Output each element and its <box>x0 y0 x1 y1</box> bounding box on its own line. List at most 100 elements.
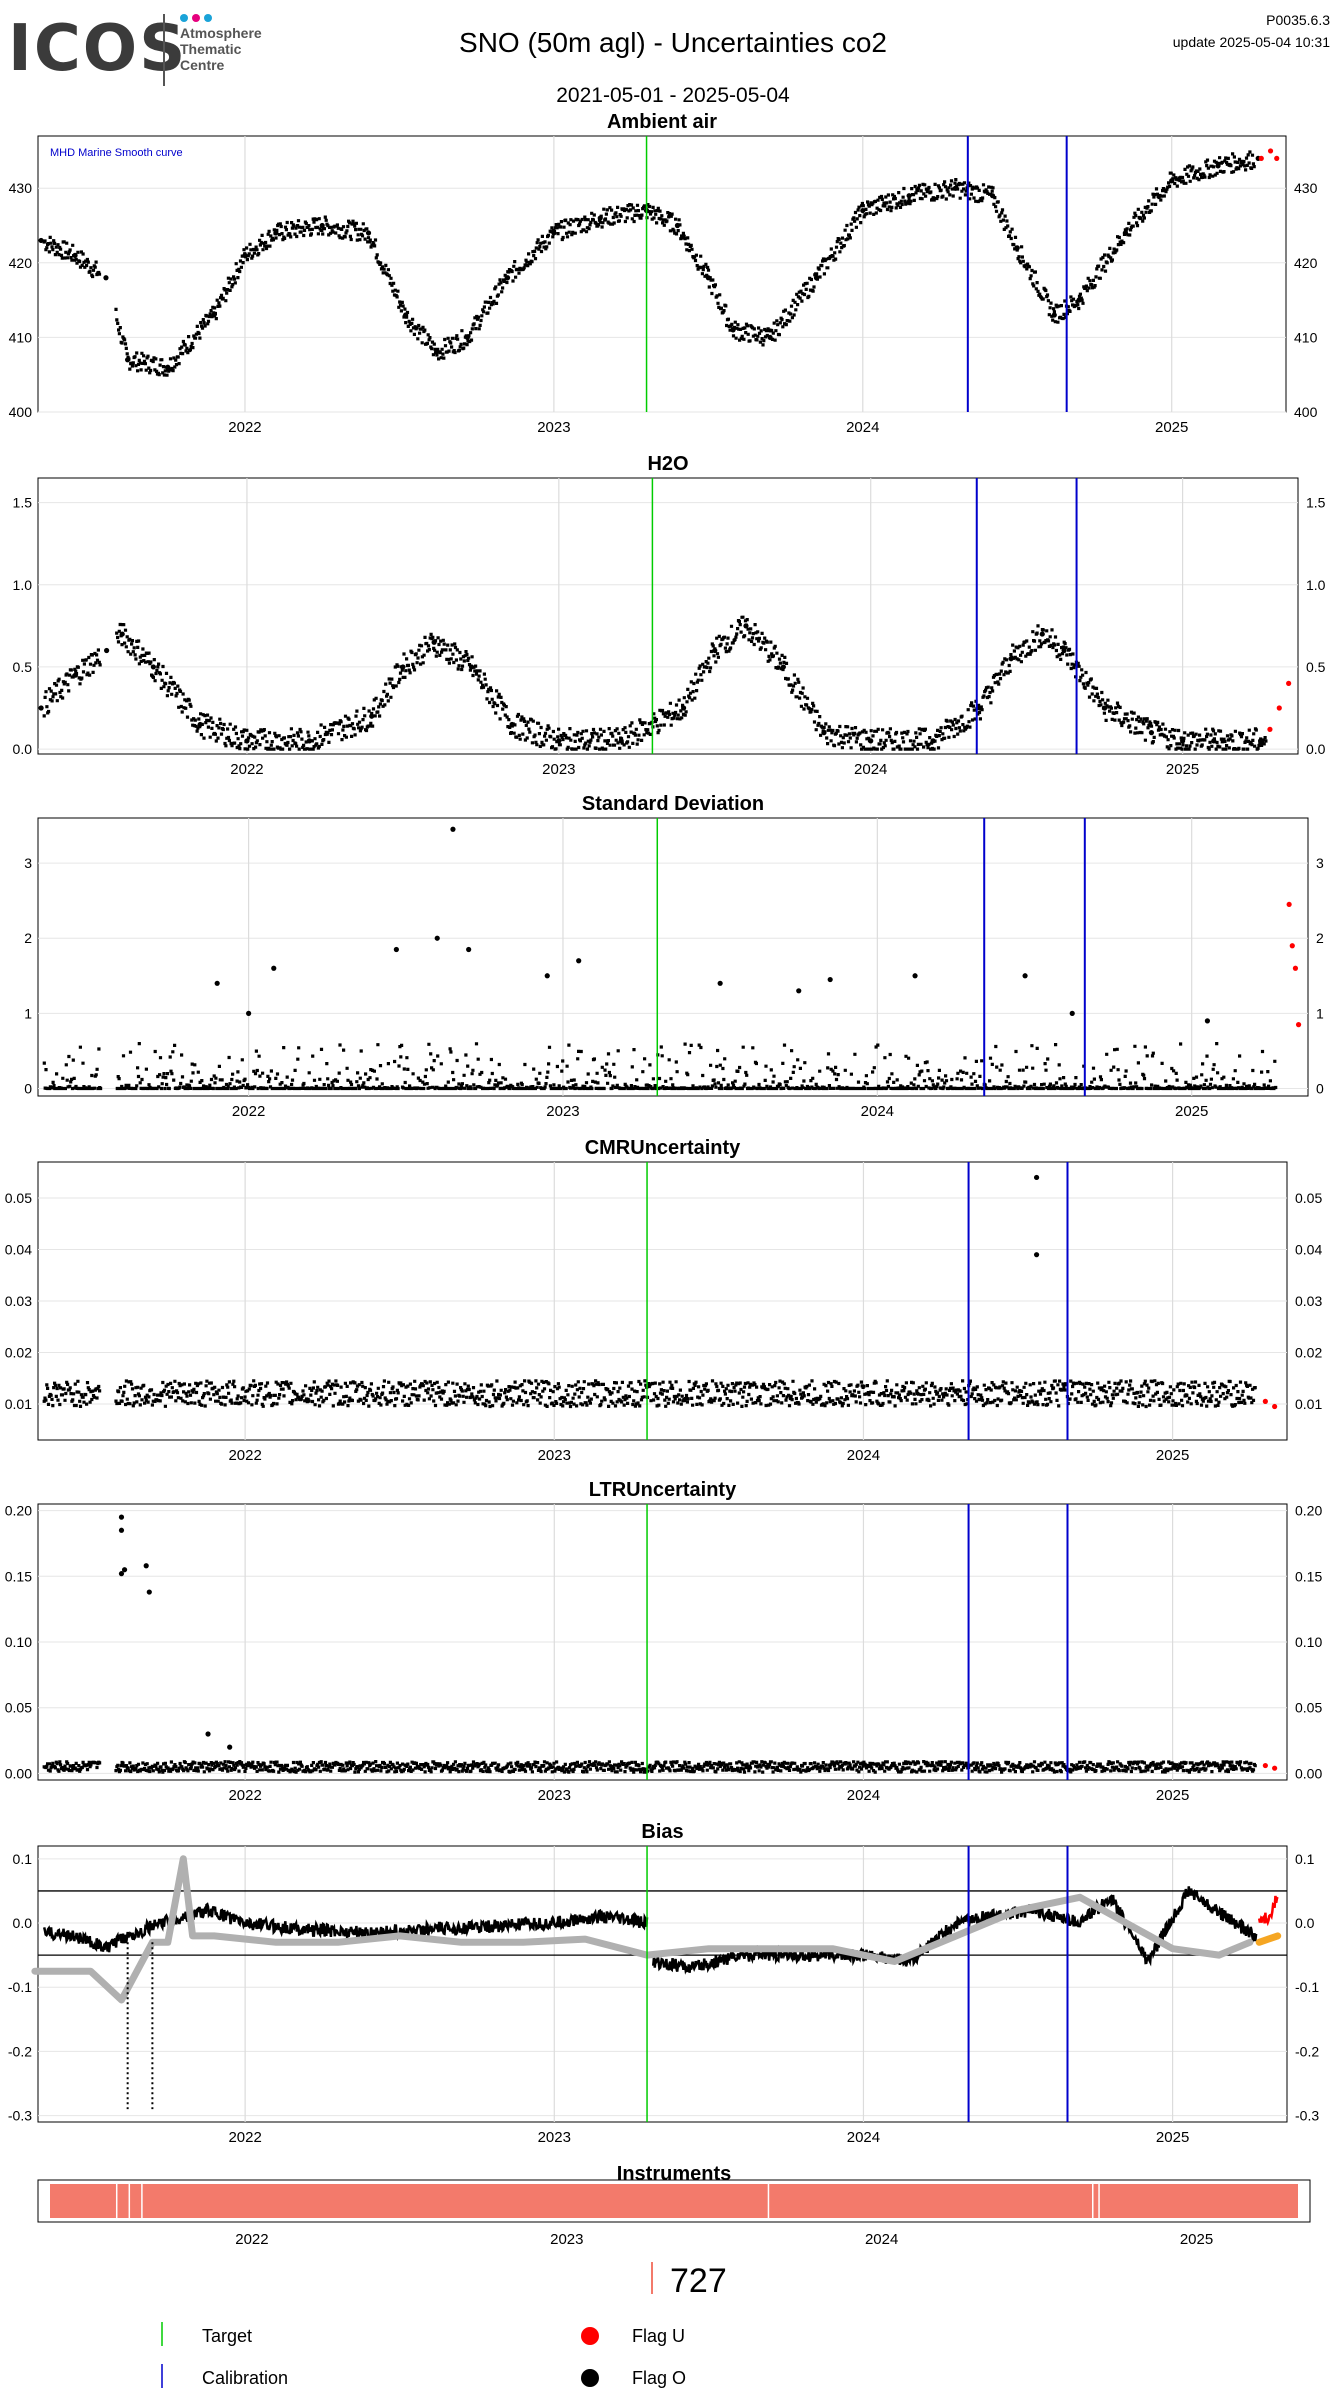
date-range: 2021-05-01 - 2025-05-04 <box>556 84 790 107</box>
y-tick-label-right: 0.5 <box>1306 659 1326 675</box>
legend: Target Flag U Calibration Flag O <box>161 2322 686 2388</box>
flag-o-point <box>1022 973 1028 979</box>
y-tick-label-left: 0.02 <box>5 1344 32 1360</box>
y-tick-label-left: 0.01 <box>5 1396 32 1412</box>
x-tick-label: 2024 <box>847 2129 880 2146</box>
legend-calibration-label: Calibration <box>202 2368 288 2388</box>
flag-o-point <box>1039 631 1045 637</box>
y-tick-label-left: 420 <box>9 255 33 271</box>
y-tick-label-right: 0.05 <box>1295 1190 1322 1206</box>
flag-o-point <box>246 1010 252 1016</box>
x-tick-label: 2023 <box>538 1787 571 1804</box>
chart-title: Bias <box>641 1821 683 1843</box>
plot-frame <box>37 817 1309 1097</box>
x-tick-label: 2022 <box>228 1447 261 1464</box>
y-tick-label-left: 430 <box>9 180 33 196</box>
flag-o-point <box>796 988 802 994</box>
y-tick-label-left: 0.03 <box>5 1293 32 1309</box>
x-tick-label: 2024 <box>847 1787 880 1804</box>
flag-o-bias-line <box>42 1902 649 1953</box>
plot-frame <box>37 135 1287 413</box>
chart-panel-2: Standard Deviation 0 0 1 1 2 2 3 3 2022 2023 2024 20… <box>24 793 1324 1120</box>
version-label: P0035.6.3 <box>1266 12 1330 28</box>
y-tick-label-right: 0.02 <box>1295 1344 1322 1360</box>
legend-flag-u-swatch <box>581 2327 599 2345</box>
legend-flag-o-label: Flag O <box>632 2368 686 2388</box>
chart-title: Standard Deviation <box>582 793 764 815</box>
y-tick-label-left: 0.05 <box>5 1700 32 1716</box>
y-tick-label-right: 0.0 <box>1306 741 1326 757</box>
y-tick-label-right: -0.1 <box>1295 1979 1319 1995</box>
x-tick-label: 2022 <box>235 2231 268 2248</box>
y-tick-label-right: 400 <box>1294 404 1318 420</box>
page-title: SNO (50m agl) - Uncertainties co2 <box>459 27 887 58</box>
flag-o-point <box>1148 730 1155 736</box>
flag-o-point-cloud <box>42 615 1268 751</box>
x-tick-label: 2024 <box>861 1103 894 1120</box>
flag-u-point <box>1286 901 1292 908</box>
y-tick-label-left: 410 <box>9 329 33 345</box>
panels: Ambient air 400 400 410 410 420 420 430 430 2022 2… <box>5 111 1326 2248</box>
flag-o-point <box>121 1567 128 1573</box>
chart-title: CMRUncertainty <box>585 1137 741 1159</box>
y-tick-label-left: 400 <box>9 404 33 420</box>
y-tick-label-left: -0.2 <box>8 2043 32 2059</box>
y-tick-label-left: 0.0 <box>13 1915 33 1931</box>
flag-o-point <box>717 980 723 986</box>
instrument-id-group: 727 <box>651 2262 727 2300</box>
y-tick-label-right: 0.00 <box>1295 1765 1322 1781</box>
flag-o-point <box>38 237 44 244</box>
flag-u-point <box>1295 1022 1302 1028</box>
y-tick-label-right: 0.03 <box>1295 1293 1322 1309</box>
x-tick-label: 2023 <box>538 1447 571 1464</box>
flag-o-point <box>1033 1174 1040 1181</box>
flag-o-point <box>912 973 918 979</box>
flag-u-point <box>1267 726 1273 732</box>
marine-curve-annotation: MHD Marine Smooth curve <box>50 147 183 159</box>
flag-u-point <box>1262 1398 1268 1404</box>
plot-frame <box>37 1845 1288 2123</box>
flag-o-point <box>143 1563 149 1569</box>
logo-dots <box>180 14 212 22</box>
x-tick-label: 2025 <box>1156 2129 1189 2146</box>
x-tick-label: 2024 <box>854 761 887 778</box>
y-tick-label-left: 0.10 <box>5 1634 32 1650</box>
chart-title: Ambient air <box>607 111 717 133</box>
logo-text: ICOS <box>8 12 187 86</box>
y-tick-label-left: 0.5 <box>13 659 33 675</box>
flag-u-bias-line <box>1257 1895 1279 1927</box>
flag-o-point <box>576 958 582 964</box>
y-tick-label-left: 3 <box>24 855 32 871</box>
y-tick-label-left: 0.1 <box>13 1851 33 1867</box>
flag-u-point <box>1272 1403 1278 1410</box>
y-tick-label-left: -0.1 <box>8 1979 32 1995</box>
y-tick-label-left: 0.05 <box>5 1190 32 1206</box>
flag-o-point <box>118 1571 125 1577</box>
flag-u-point <box>1258 155 1264 161</box>
legend-flag-o-swatch <box>581 2369 599 2387</box>
x-tick-label: 2023 <box>550 2231 583 2248</box>
flag-o-point <box>118 1527 125 1533</box>
plot-frame <box>37 477 1299 755</box>
logo-sub-3: Centre <box>180 57 225 73</box>
chart-panel-5: Bias 0.1 0.1 0.0 0.0 -0.1 -0.1 -0.2 -0.2 -0.3 -0.3… <box>8 1821 1319 2146</box>
x-tick-label: 2023 <box>546 1103 579 1120</box>
x-tick-label: 2024 <box>865 2231 898 2248</box>
y-tick-label-left: 2 <box>24 930 32 946</box>
flag-o-point <box>860 207 866 214</box>
y-tick-label-left: 1 <box>24 1005 32 1021</box>
flag-o-point <box>450 826 456 832</box>
chart-panel-0: Ambient air 400 400 410 410 420 420 430 430 2022 2… <box>9 111 1318 436</box>
flag-o-point <box>393 946 399 953</box>
flag-u-point <box>1272 1765 1278 1771</box>
x-tick-label: 2023 <box>538 2129 571 2146</box>
y-tick-label-left: 0.20 <box>5 1503 32 1519</box>
flag-o-point-cloud <box>42 150 1256 377</box>
y-tick-label-right: 0.04 <box>1295 1242 1322 1258</box>
header: ICOS Atmosphere Thematic Centre SNO (50m… <box>8 12 1330 107</box>
y-tick-label-right: 1.0 <box>1306 577 1326 593</box>
y-tick-label-right: 0.0 <box>1295 1915 1315 1931</box>
y-tick-label-left: 1.0 <box>13 577 33 593</box>
chart-panel-4: LTRUncertainty 0.00 0.00 0.05 0.05 0.10 0.10 0.… <box>5 1479 1323 1804</box>
